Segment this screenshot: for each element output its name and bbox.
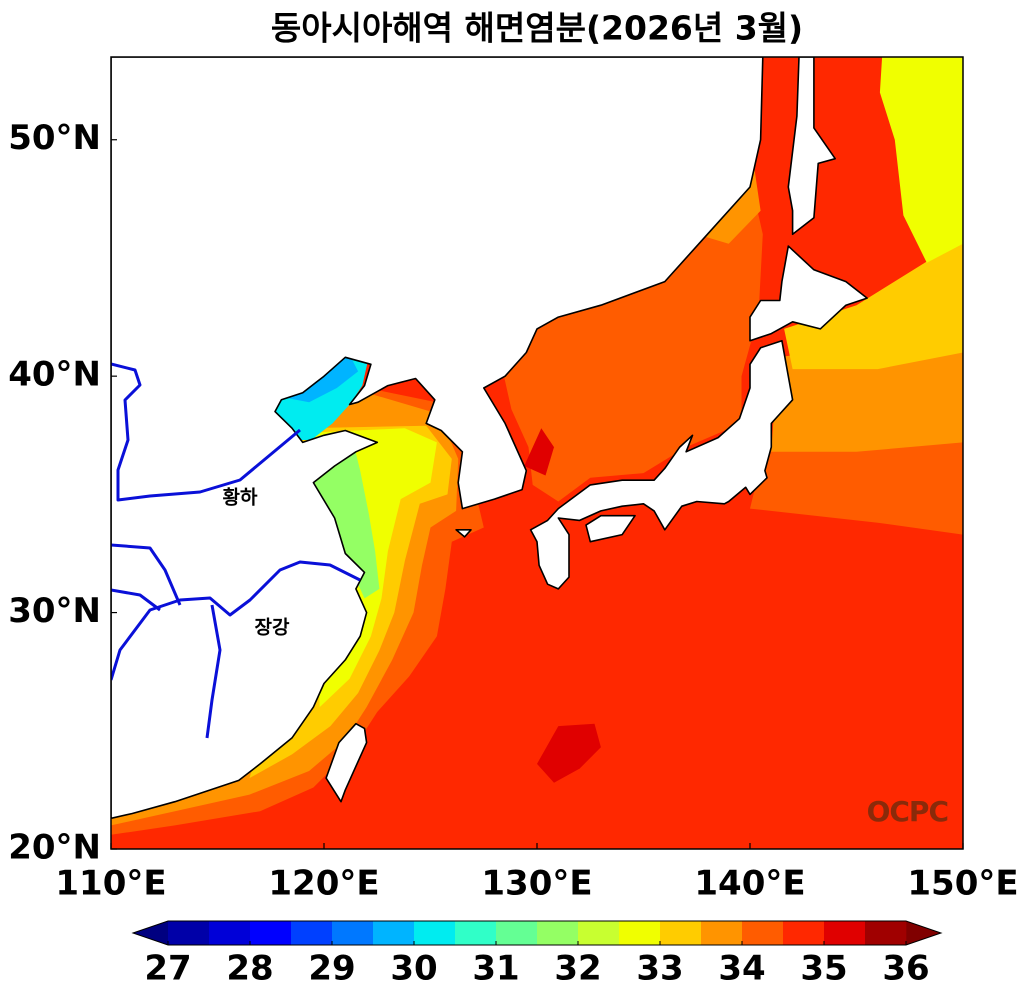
colorbar: 27 28 29 30 31 32 33 34 35 36 <box>131 920 943 989</box>
salinity-zone <box>784 239 963 370</box>
colorbar-bin <box>168 921 210 945</box>
colorbar-bin <box>537 921 579 945</box>
colorbar-tick-label: 27 <box>144 949 191 989</box>
river <box>111 588 161 612</box>
land <box>111 57 764 820</box>
colorbar-bin <box>865 921 907 945</box>
colorbar-bin <box>291 921 333 945</box>
colorbar-tick-label: 28 <box>226 949 273 989</box>
salinity-zone <box>537 723 601 783</box>
colorbar-tick-label: 29 <box>308 949 355 989</box>
x-tick-label: 120°E <box>268 864 379 904</box>
land <box>787 57 837 236</box>
logo: OCPC <box>867 795 948 828</box>
y-tick-label: 20°N <box>8 828 101 868</box>
land <box>585 514 636 543</box>
colorbar-bin <box>783 921 825 945</box>
river <box>111 560 361 681</box>
salinity-zone <box>309 444 380 599</box>
colorbar-tick-label: 30 <box>390 949 437 989</box>
colorbar-bin <box>496 921 538 945</box>
y-tick-label: 50°N <box>8 118 101 158</box>
colorbar-extend-low <box>133 921 168 945</box>
river-label: 장강 <box>255 617 290 639</box>
map-area <box>111 57 963 849</box>
colorbar-bin <box>332 921 374 945</box>
land <box>749 245 868 342</box>
river <box>111 362 301 502</box>
colorbar-bin <box>414 921 456 945</box>
colorbar-bin <box>824 921 866 945</box>
colorbar-tick-label: 31 <box>472 949 519 989</box>
y-tick-label: 30°N <box>8 591 101 631</box>
colorbar-bin <box>373 921 415 945</box>
map-title: 동아시아해역 해면염분(2026년 3월) <box>271 9 803 48</box>
salinity-zone <box>879 57 963 263</box>
colorbar-bin <box>209 921 251 945</box>
colorbar-bin <box>578 921 620 945</box>
land <box>325 722 368 803</box>
colorbar-tick-label: 35 <box>800 949 847 989</box>
colorbar-bin <box>250 921 292 945</box>
y-tick-label: 40°N <box>8 355 101 395</box>
colorbar-bin <box>660 921 702 945</box>
salinity-zone <box>502 177 763 502</box>
colorbar-bin <box>455 921 497 945</box>
colorbar-bin <box>742 921 784 945</box>
colorbar-extend-high <box>906 921 941 945</box>
colorbar-tick-label: 34 <box>718 949 765 989</box>
colorbar-bin <box>701 921 743 945</box>
colorbar-bin <box>619 921 661 945</box>
river-label: 황하 <box>223 486 258 509</box>
x-tick-label: 110°E <box>55 864 166 904</box>
colorbar-tick-label: 32 <box>554 949 601 989</box>
salinity-zone <box>524 428 554 476</box>
land <box>529 339 794 590</box>
river <box>111 543 182 606</box>
colorbar-tick-label: 36 <box>882 949 929 989</box>
colorbar-tick-label: 33 <box>636 949 683 989</box>
x-tick-label: 140°E <box>694 864 805 904</box>
river <box>205 604 222 739</box>
x-tick-label: 150°E <box>907 864 1018 904</box>
map-frame <box>110 56 964 850</box>
land <box>455 528 472 538</box>
x-tick-label: 130°E <box>481 864 592 904</box>
